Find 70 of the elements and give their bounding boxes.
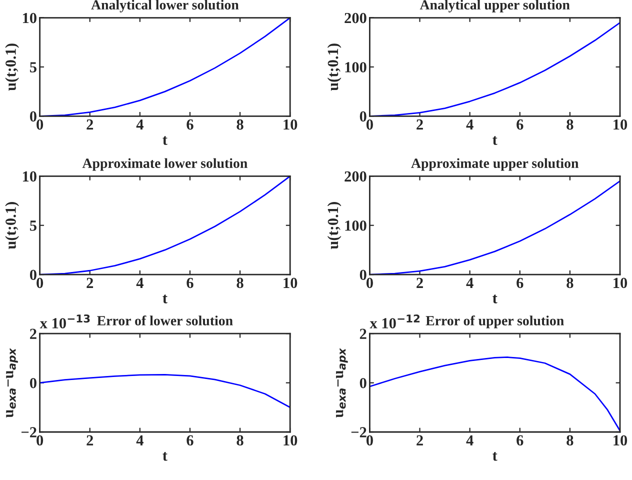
x-tick-label: 6 [186,119,194,130]
y-axis-title: u$_{exa}$−u$_{apx}$ [6,348,18,418]
x-tick-label: 6 [516,435,524,446]
chart-title: Analytical upper solution [420,0,570,12]
y-tick-label: 2 [30,328,36,339]
y-tick-label: 100 [345,62,366,72]
y-axis-title: u(t;0.1) [327,44,342,91]
x-tick-label: 6 [186,435,194,446]
x-tick-label: 8 [236,278,244,288]
text: x 10$^{−13}$ [40,314,90,328]
x-tick-label: 2 [86,435,94,446]
x-tick-label: 6 [186,278,194,288]
x-axis-title: t [162,452,168,461]
y-tick-label: 0 [30,111,36,122]
x-tick-label: 2 [416,435,423,446]
line-series [40,374,290,408]
x-tick-label: 4 [466,435,474,446]
chart-title: Approximate lower solution [82,158,248,171]
chart-title: Approximate upper solution [411,158,579,171]
x-tick-label: 8 [566,435,574,446]
y-tick-label: 200 [344,171,366,182]
chart-title: Error of lower solution [97,315,233,326]
y-axis-title: u$_{exa}$−u$_{apx}$ [336,348,348,418]
y-tick-label: 5 [30,220,36,231]
y-tick-label: 0 [30,270,36,280]
x-axis-title: t [162,136,168,145]
x-tick-label: 4 [466,119,474,130]
x-tick-label: 10 [614,278,628,288]
y-tick-label: 0 [30,378,36,388]
x-tick-label: 10 [284,278,298,288]
y-tick-label: 2 [360,328,366,339]
x-tick-label: 6 [516,119,524,130]
x-tick-label: 2 [416,278,423,288]
x-axis-title: t [162,294,168,304]
x-tick-label: 10 [284,435,298,446]
y-tick-label: 10 [22,12,36,24]
x-tick-label: 10 [614,435,628,446]
x-tick-label: 8 [236,119,244,130]
y-tick-label: 100 [345,220,366,231]
x-axis-title: t [492,136,498,145]
line-series [40,176,290,275]
y-tick-label: 200 [344,12,366,24]
x-tick-label: 4 [136,435,144,446]
x-tick-label: 8 [236,435,244,446]
y-axis-title: u(t;0.1) [5,44,19,91]
y-axis-title: u(t;0.1) [5,202,19,250]
x-tick-label: 8 [566,278,574,288]
y-axis-title: u(t;0.1) [327,202,342,250]
y-tick-label: −2 [351,427,366,438]
x-tick-label: 6 [516,278,524,288]
y-tick-label: −2 [22,427,36,438]
x-tick-label: 4 [466,278,474,288]
x-tick-label: 10 [614,119,628,130]
y-tick-label: 5 [30,62,36,72]
x-tick-label: 2 [86,119,94,130]
x-tick-label: 4 [136,278,144,288]
x-tick-label: 2 [416,119,423,130]
chart-title: Analytical lower solution [91,0,239,12]
x-tick-label: 10 [284,119,298,130]
y-tick-label: 0 [360,378,366,388]
y-tick-label: 10 [22,171,36,182]
x-tick-label: 4 [136,119,144,130]
x-tick-label: 2 [86,278,94,288]
x-axis-title: t [492,294,498,304]
x-axis-title: t [492,452,498,461]
chart-title: Error of upper solution [426,315,564,328]
y-tick-label: 0 [360,111,366,122]
x-tick-label: 8 [566,119,574,130]
text: x 10$^{−12}$ [370,314,420,328]
y-tick-label: 0 [360,270,366,280]
